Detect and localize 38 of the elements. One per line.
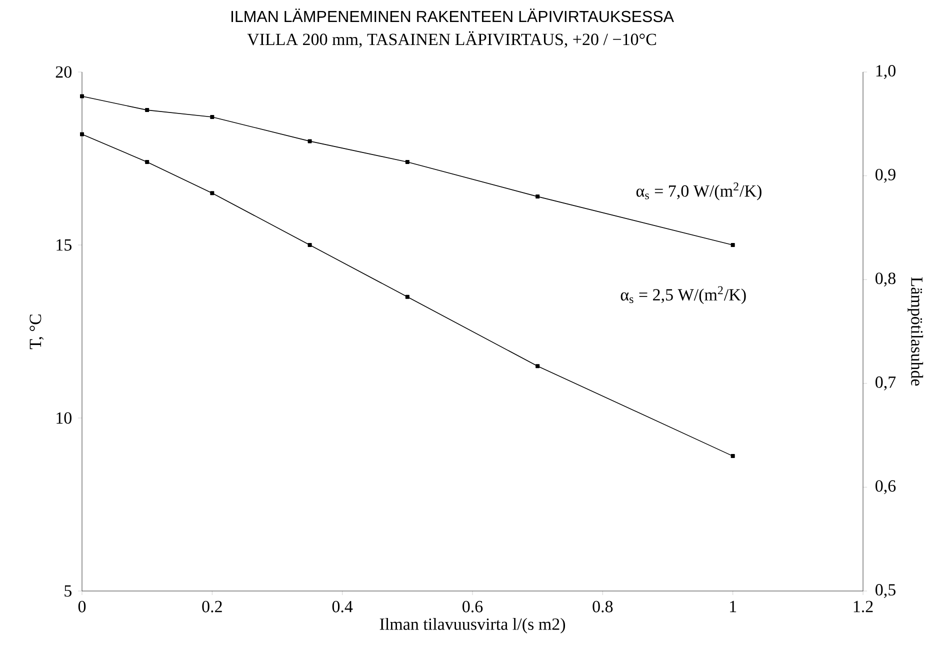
y2-tick-label: 0,8 xyxy=(876,272,896,287)
chart-subtitle: VILLA 200 mm, TASAINEN LÄPIVIRTAUS, +20 / −10°C xyxy=(247,31,656,48)
point xyxy=(80,132,84,136)
x-tick-label: 1.2 xyxy=(854,600,873,612)
point xyxy=(308,139,312,144)
point xyxy=(405,294,410,299)
y2-tick-label: 0,5 xyxy=(876,584,896,598)
point xyxy=(730,454,735,458)
x-axis-title: Ilman tilavuusvirta l/(s m2) xyxy=(380,618,566,634)
x-tick-label: 0 xyxy=(78,600,86,612)
y2-axis-title: Lämpötilasuhde xyxy=(908,277,924,386)
annotation: α$_{s}$ = 2,5 W/(m$^{2}$/K) xyxy=(620,286,746,304)
point xyxy=(145,160,150,164)
point xyxy=(405,160,410,164)
point xyxy=(536,194,540,199)
x-tick-label: 0.2 xyxy=(202,600,222,612)
y-tick-label: 20 xyxy=(56,66,72,78)
y-tick-label: 15 xyxy=(56,239,72,251)
point xyxy=(210,191,214,196)
annotation: α$_{s}$ = 7,0 W/(m$^{2}$/K) xyxy=(636,182,762,200)
x-tick-label: 0.4 xyxy=(332,600,353,612)
point xyxy=(80,94,84,98)
point xyxy=(210,114,214,119)
x-tick-label: 1 xyxy=(730,600,736,612)
y-tick-label: 5 xyxy=(64,585,72,597)
point xyxy=(536,364,540,368)
y2-tick-label: 0,6 xyxy=(876,480,896,494)
y-axis-title: T, °C xyxy=(30,314,44,350)
y2-tick-label: 0,7 xyxy=(876,376,896,390)
point xyxy=(308,242,312,247)
y2-tick-label: 0,9 xyxy=(876,168,896,183)
y2-tick-label: 1,0 xyxy=(876,65,896,79)
x-tick-label: 0.8 xyxy=(592,600,613,612)
chart-title: ILMAN LÄMPENEMINEN RAKENTEEN LÄPIVIRTAUKSESSA xyxy=(232,8,674,22)
point xyxy=(145,108,150,112)
x-tick-label: 0.6 xyxy=(462,600,483,612)
y-tick-label: 10 xyxy=(56,412,72,424)
point xyxy=(730,242,735,247)
